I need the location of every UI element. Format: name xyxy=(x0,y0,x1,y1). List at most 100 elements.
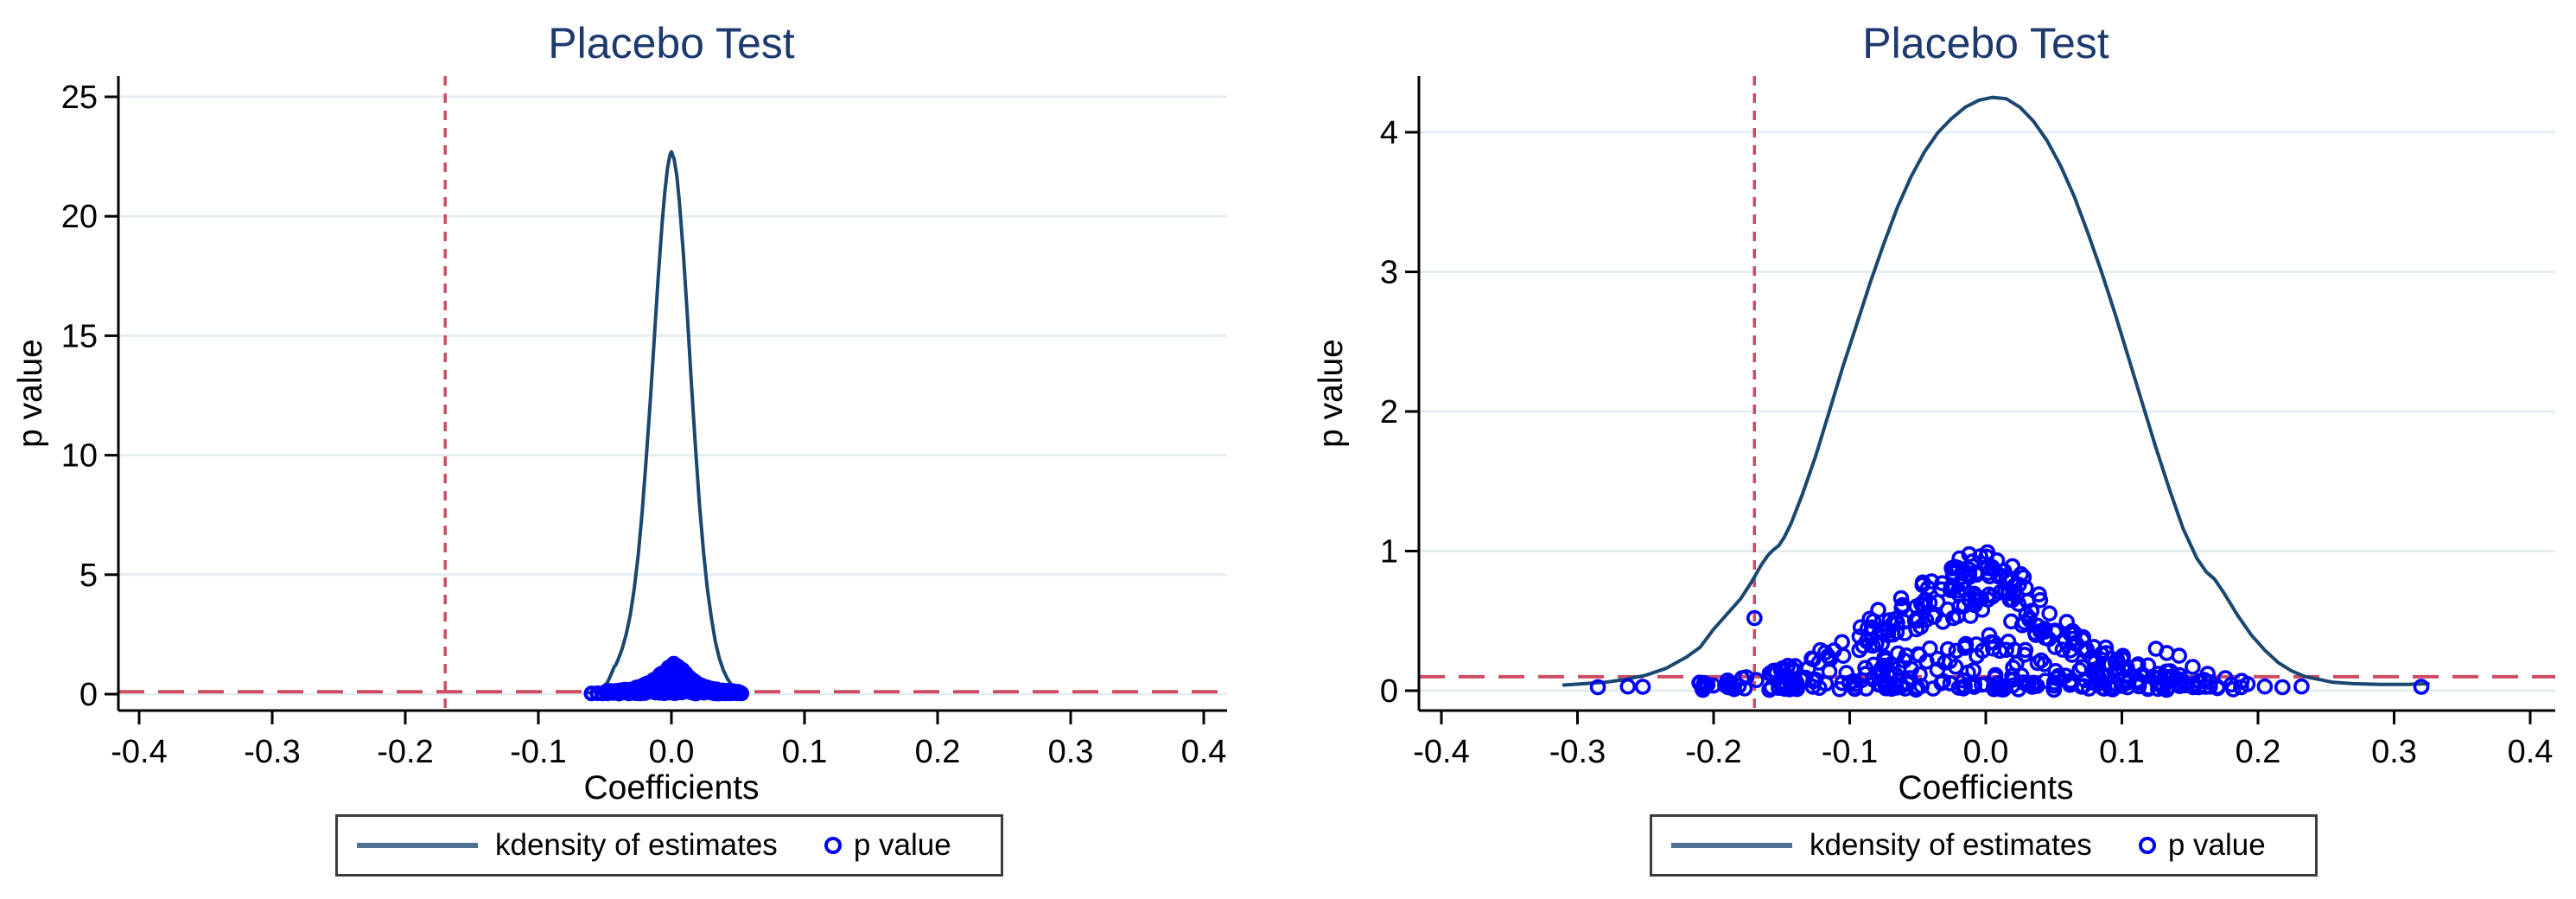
x-tick-label: 0.3 xyxy=(1048,734,1094,770)
p-value-point xyxy=(2021,609,2038,627)
legend: kdensity of estimates p value xyxy=(1650,814,2318,877)
p-value-point xyxy=(1981,627,1998,644)
p-value-point xyxy=(2004,667,2020,685)
p-value-point xyxy=(1894,596,1911,614)
y-tick-label: 20 xyxy=(61,199,98,235)
p-value-point xyxy=(2045,674,2063,691)
x-tick-label: 0.1 xyxy=(2099,734,2145,770)
p-value-point xyxy=(1847,680,1863,698)
p-value-point xyxy=(1929,594,1946,610)
x-tick-label: -0.1 xyxy=(1822,734,1878,770)
y-tick-label: 1 xyxy=(1380,534,1398,571)
p-value-point xyxy=(2413,679,2430,695)
plot-title: Placebo Test xyxy=(1862,19,2109,67)
p-value-scatter xyxy=(1589,544,2430,698)
p-value-point xyxy=(1589,679,1606,696)
p-value-point xyxy=(1777,675,1794,692)
p-value-point xyxy=(1907,681,1924,698)
p-value-point xyxy=(2004,558,2021,575)
p-value-point xyxy=(1944,564,1962,581)
p-value-point xyxy=(1888,623,1905,641)
kdensity-curve xyxy=(587,150,746,695)
p-value-point xyxy=(1892,590,1910,607)
p-value-point xyxy=(599,685,616,702)
p-value-point xyxy=(1926,608,1943,625)
y-tick-label: 2 xyxy=(1380,394,1398,430)
p-value-point xyxy=(1733,670,1751,686)
x-tick-label: -0.1 xyxy=(510,734,566,770)
p-value-point xyxy=(2098,645,2115,661)
p-value-point xyxy=(2149,675,2166,692)
p-value-point xyxy=(2209,679,2226,697)
p-value-point xyxy=(2085,639,2102,655)
p-value-point xyxy=(1911,647,1928,664)
p-value-point xyxy=(733,685,750,702)
p-value-point xyxy=(1969,647,1985,665)
y-tick-label: 3 xyxy=(1380,255,1398,291)
x-axis-title: Coefficients xyxy=(1898,769,2074,807)
p-value-point xyxy=(2013,565,2030,583)
p-value-point xyxy=(1834,634,1850,651)
p-value-point xyxy=(724,683,741,699)
p-value-point xyxy=(1979,591,1996,609)
x-tick-label: 0.2 xyxy=(915,734,961,770)
p-value-point xyxy=(2006,641,2023,659)
x-tick-label: -0.2 xyxy=(377,734,433,770)
legend-label-kdensity: kdensity of estimates xyxy=(495,828,778,862)
p-value-point xyxy=(2140,657,2157,674)
p-value-point xyxy=(1964,553,1981,570)
p-value-point xyxy=(2256,678,2274,695)
p-value-point xyxy=(2199,666,2216,682)
p-value-point xyxy=(1950,582,1967,599)
p-value-point xyxy=(2274,679,2291,696)
x-tick-label: 0.1 xyxy=(782,734,828,770)
p-value-point xyxy=(1857,660,1873,677)
x-tick-label: -0.3 xyxy=(1549,734,1606,770)
p-value-point xyxy=(2063,674,2080,692)
p-value-point xyxy=(1961,591,1978,609)
p-value-point xyxy=(1903,660,1920,678)
x-tick-label: 0.4 xyxy=(1181,734,1227,770)
plot-area: -0.4 -0.3 -0.2 -0.1 0.0 0.1 0.2 0.3 0.4 0 1 2 3 4 xyxy=(1380,76,2555,770)
y-tick-label: 5 xyxy=(80,558,98,594)
p-value-point xyxy=(2102,679,2118,696)
panel-right: Placebo Test p value -0.4 -0.3 -0.2 -0.1 0.0… xyxy=(1288,0,2576,899)
legend-label-kdensity: kdensity of estimates xyxy=(1810,828,2092,862)
p-value-point xyxy=(1893,678,1911,694)
p-value-point xyxy=(1865,613,1882,629)
p-value-point xyxy=(1883,680,1900,698)
p-value-point xyxy=(1831,680,1848,698)
p-value-point xyxy=(665,656,682,673)
p-value-point xyxy=(2032,652,2050,669)
p-value-point xyxy=(2006,577,2023,595)
p-value-point xyxy=(2054,641,2071,658)
p-value-point xyxy=(2058,614,2076,630)
p-value-point xyxy=(2185,659,2201,675)
p-value-scatter xyxy=(583,655,750,702)
p-value-point xyxy=(1941,653,1958,670)
p-value-point xyxy=(594,685,611,702)
p-value-point xyxy=(1906,612,1924,629)
p-value-point xyxy=(1852,619,1869,636)
x-tick-label: 0.4 xyxy=(2508,734,2554,770)
p-value-point xyxy=(1961,561,1978,578)
p-value-point xyxy=(2026,624,2044,641)
y-tick-label: 15 xyxy=(61,318,98,354)
p-value-point xyxy=(1923,573,1940,590)
x-tick-label: -0.4 xyxy=(1413,734,1469,770)
p-value-point xyxy=(1746,609,1763,627)
plot-title: Placebo Test xyxy=(548,19,795,67)
p-value-point xyxy=(2040,630,2058,647)
p-value-point xyxy=(1956,678,1973,695)
p-value-point xyxy=(2233,673,2250,690)
p-value-point xyxy=(680,683,697,699)
p-value-point xyxy=(1985,678,2002,695)
p-value-marker-icon xyxy=(824,837,842,854)
p-value-point xyxy=(2171,647,2187,664)
p-value-point xyxy=(1956,640,1974,656)
p-value-point xyxy=(1873,635,1891,653)
p-value-point xyxy=(1820,647,1836,665)
legend: kdensity of estimates p value xyxy=(335,814,1003,877)
kdensity-curve xyxy=(1562,95,2430,687)
p-value-point xyxy=(1867,635,1885,653)
